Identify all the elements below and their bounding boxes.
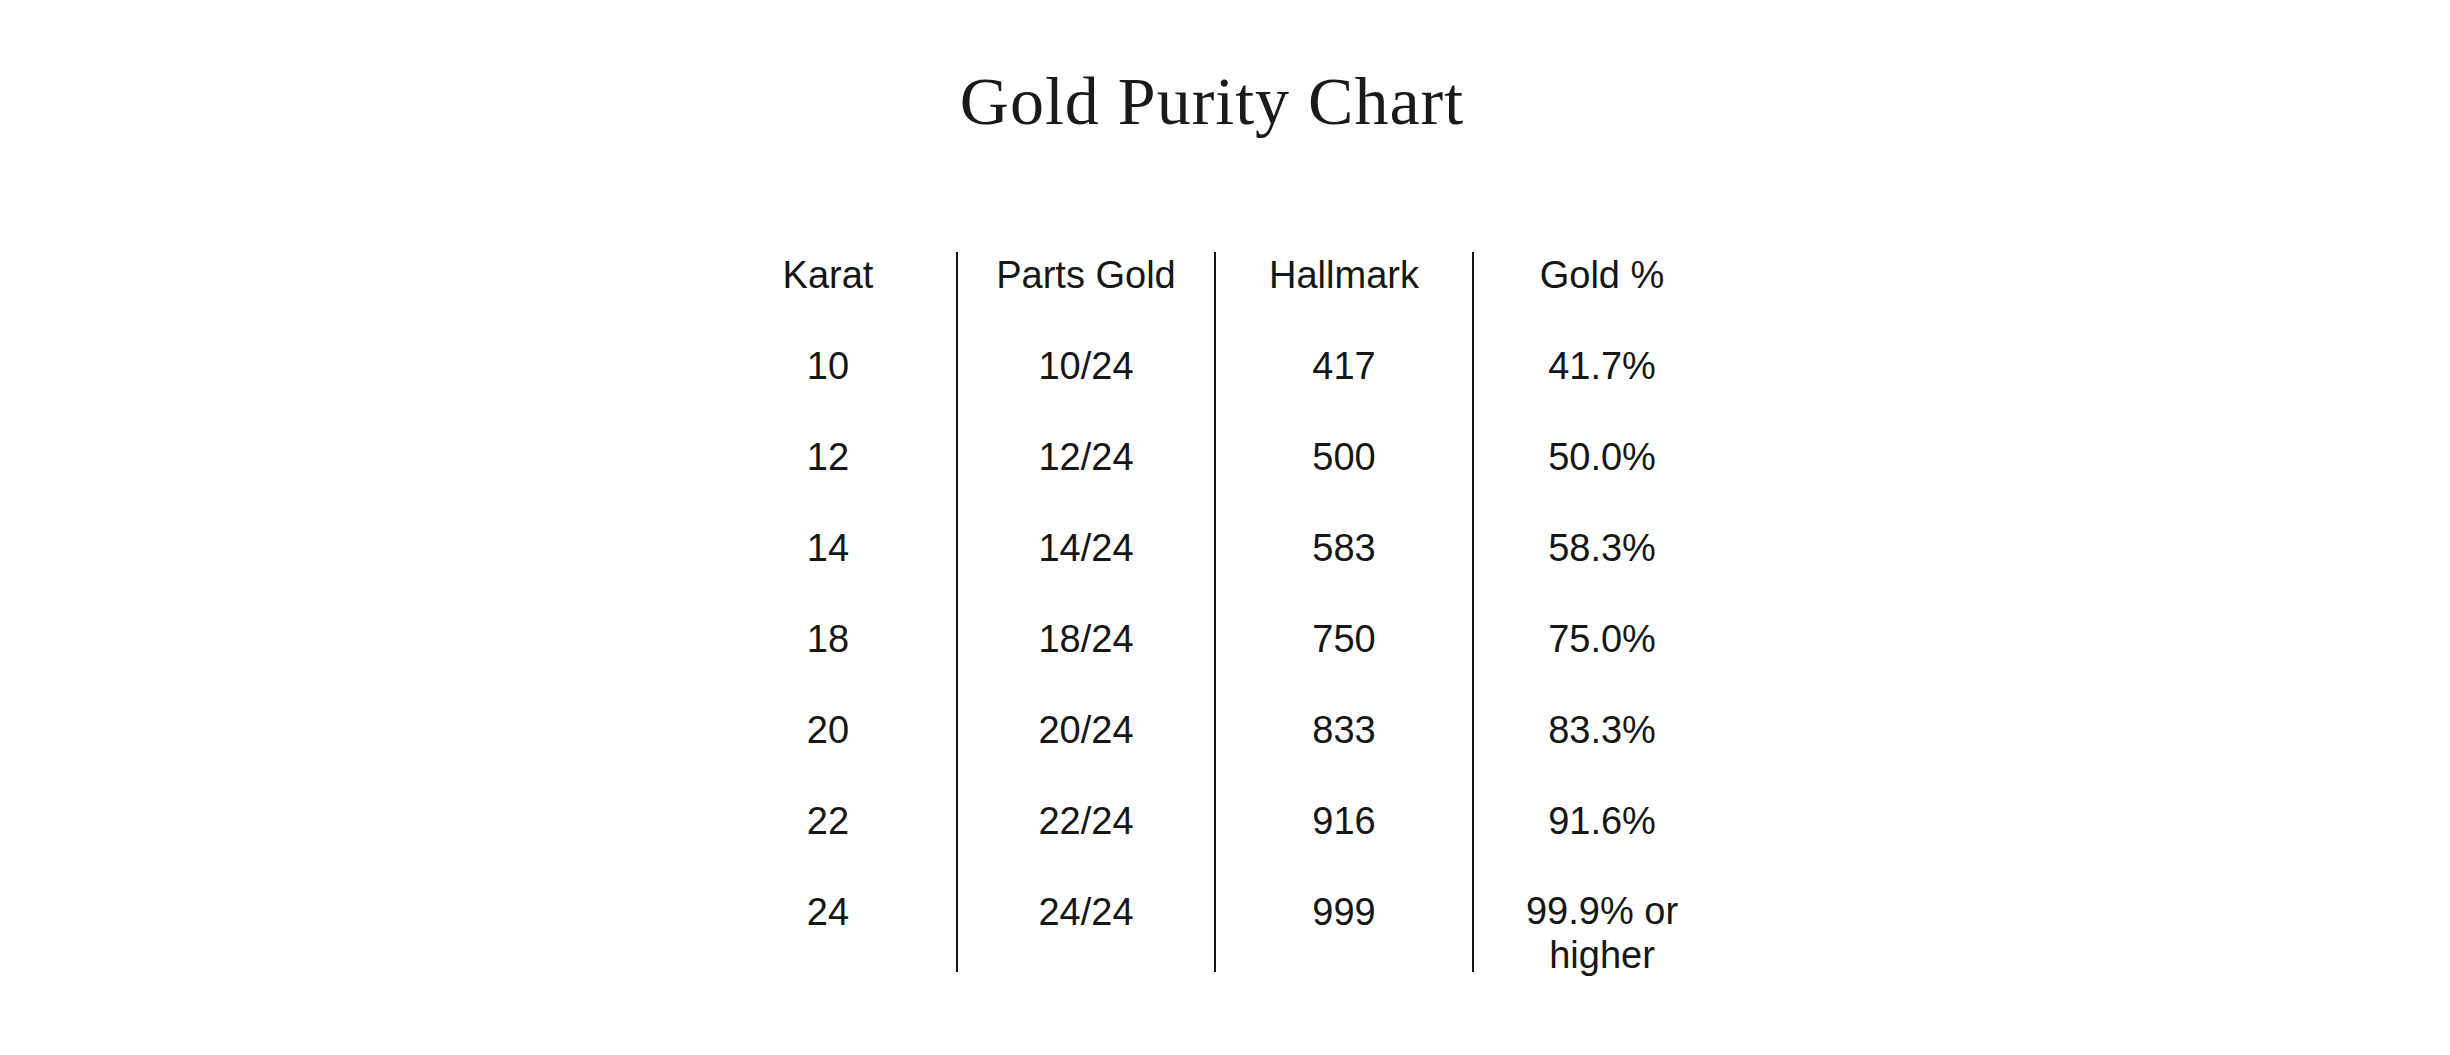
table-cell: 20 xyxy=(699,684,957,775)
column-divider xyxy=(956,252,958,972)
table-cell: 18/24 xyxy=(957,593,1215,684)
table-cell: 24/24 xyxy=(957,866,1215,957)
table-cell: 50.0% xyxy=(1473,411,1731,502)
table-cell: 20/24 xyxy=(957,684,1215,775)
table-cell: 41.7% xyxy=(1473,320,1731,411)
table-cell: 10/24 xyxy=(957,320,1215,411)
page-title: Gold Purity Chart xyxy=(960,62,1464,141)
table-cell: 12 xyxy=(699,411,957,502)
column-divider xyxy=(1214,252,1216,972)
table-cell: 12/24 xyxy=(957,411,1215,502)
table-cell: 10 xyxy=(699,320,957,411)
table-cell: 500 xyxy=(1215,411,1473,502)
column-header-gold-pct: Gold % xyxy=(1473,229,1731,320)
gold-purity-table: Karat Parts Gold Hallmark Gold % 10 10/2… xyxy=(699,229,1731,974)
table-cell: 99.9% or higher xyxy=(1473,866,1731,957)
column-header-parts-gold: Parts Gold xyxy=(957,229,1215,320)
column-divider xyxy=(1472,252,1474,972)
table-cell: 833 xyxy=(1215,684,1473,775)
table-cell: 916 xyxy=(1215,775,1473,866)
table-cell: 24 xyxy=(699,866,957,957)
column-header-karat: Karat xyxy=(699,229,957,320)
table-cell: 14/24 xyxy=(957,502,1215,593)
table-cell: 417 xyxy=(1215,320,1473,411)
table-cell: 750 xyxy=(1215,593,1473,684)
table-cell: 22/24 xyxy=(957,775,1215,866)
column-header-hallmark: Hallmark xyxy=(1215,229,1473,320)
table-cell: 58.3% xyxy=(1473,502,1731,593)
table-cell: 83.3% xyxy=(1473,684,1731,775)
table-cell: 22 xyxy=(699,775,957,866)
table-cell: 91.6% xyxy=(1473,775,1731,866)
table-cell: 999 xyxy=(1215,866,1473,957)
table-cell: 75.0% xyxy=(1473,593,1731,684)
table-cell: 14 xyxy=(699,502,957,593)
table-cell: 18 xyxy=(699,593,957,684)
table-cell: 583 xyxy=(1215,502,1473,593)
